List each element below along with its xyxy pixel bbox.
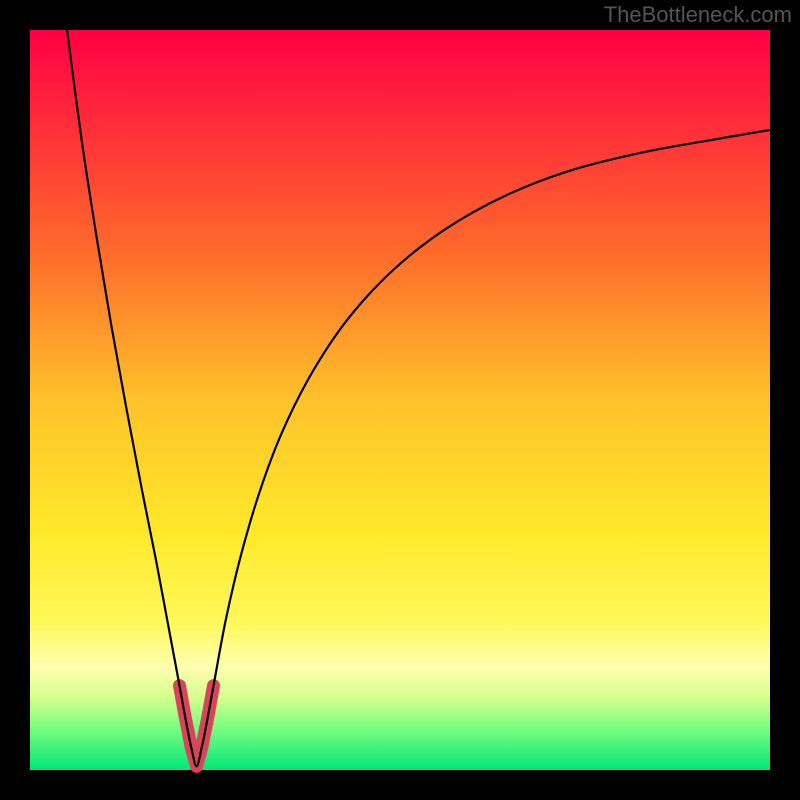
plot-area: [30, 30, 770, 770]
watermark-text: TheBottleneck.com: [604, 2, 792, 28]
